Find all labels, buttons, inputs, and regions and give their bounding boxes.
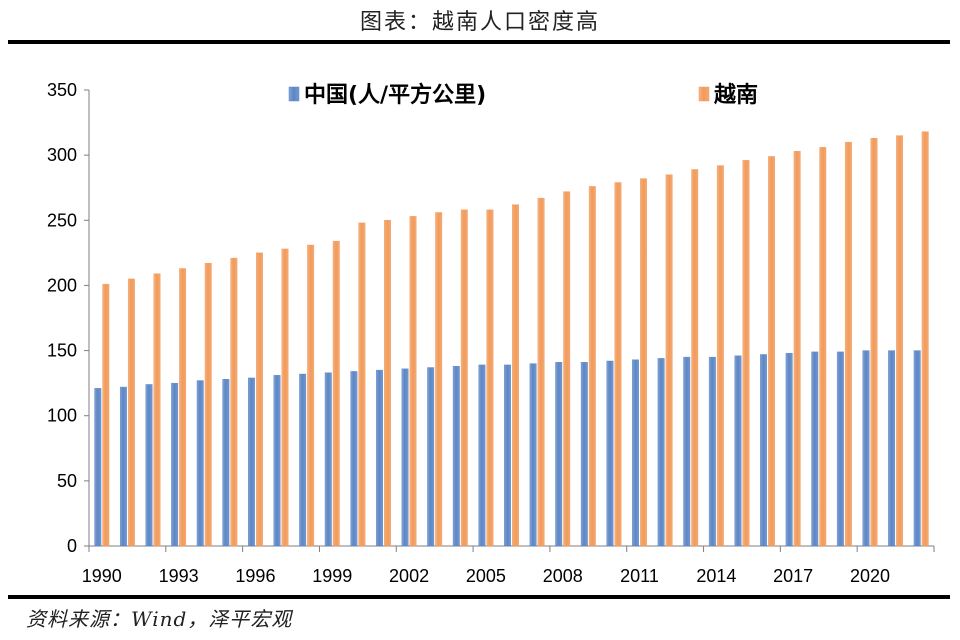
bar-china-2000 (350, 371, 358, 547)
y-tick-label: 150 (47, 341, 77, 361)
bar-china-1998 (299, 373, 307, 547)
bar-china-2001 (376, 369, 383, 547)
x-tick-label: 2011 (620, 566, 659, 586)
x-tick-label: 1993 (159, 566, 199, 586)
bar-vietnam-2020 (870, 138, 878, 547)
bar-vietnam-2017 (793, 151, 801, 547)
chart-legend: 中国(人/平方公里) 越南 (288, 82, 758, 108)
bar-vietnam-1990 (102, 283, 110, 547)
bar-vietnam-2021 (896, 135, 904, 547)
bar-china-2015 (734, 355, 742, 547)
bar-vietnam-2003 (435, 212, 443, 547)
x-tick-label: 1990 (82, 566, 122, 586)
bar-vietnam-1994 (204, 263, 212, 547)
bar-china-2020 (862, 350, 870, 547)
y-tick-label: 50 (57, 471, 77, 491)
bar-china-1996 (247, 377, 255, 547)
bar-vietnam-2012 (665, 174, 673, 547)
bar-china-1990 (94, 388, 102, 547)
chart-bars (94, 131, 929, 547)
bar-vietnam-1997 (281, 248, 289, 547)
bar-china-2017 (785, 352, 793, 547)
bar-vietnam-2005 (486, 209, 494, 547)
bar-vietnam-1993 (179, 268, 187, 547)
legend-swatch-vietnam (698, 86, 710, 102)
bar-vietnam-1995 (230, 257, 238, 547)
bar-china-1994 (196, 380, 204, 547)
bar-vietnam-2019 (844, 141, 852, 547)
bar-vietnam-1998 (307, 244, 315, 547)
bar-vietnam-2001 (384, 220, 391, 547)
bar-china-2009 (580, 362, 588, 547)
bar-vietnam-2010 (614, 182, 622, 547)
bar-vietnam-1992 (153, 273, 161, 547)
x-tick-label: 2002 (389, 566, 429, 586)
bar-vietnam-2015 (742, 160, 750, 547)
bar-china-1992 (145, 384, 153, 547)
x-tick-label: 2008 (543, 566, 583, 586)
x-tick-label: 2020 (850, 566, 890, 586)
page-title: 图表：越南人口密度高 (359, 10, 600, 35)
y-tick-label: 350 (47, 80, 77, 100)
y-tick-label: 0 (67, 536, 77, 556)
y-tick-label: 200 (47, 275, 77, 295)
x-tick-label: 2017 (773, 566, 813, 586)
bar-china-2019 (836, 351, 844, 547)
bar-china-1999 (324, 372, 332, 547)
bar-vietnam-2000 (358, 222, 366, 547)
bar-vietnam-2007 (537, 197, 545, 547)
source-note: 资料来源：Wind，泽平宏观 (26, 607, 293, 631)
x-tick-label: 1999 (312, 566, 352, 586)
bar-vietnam-2018 (819, 147, 827, 547)
bar-vietnam-2009 (588, 186, 596, 547)
y-tick-label: 300 (47, 145, 77, 165)
bar-china-2013 (683, 356, 691, 547)
bar-china-2006 (504, 364, 511, 547)
legend-label-china: 中国(人/平方公里) (304, 82, 486, 108)
bar-china-2018 (811, 351, 819, 547)
bar-vietnam-2013 (691, 169, 699, 547)
top-divider (8, 40, 950, 44)
bar-china-1997 (273, 375, 281, 547)
legend-label-vietnam: 越南 (713, 83, 758, 108)
bar-vietnam-2011 (640, 178, 647, 547)
y-tick-label: 100 (47, 406, 77, 426)
bar-china-1995 (222, 379, 230, 547)
bar-china-2010 (606, 360, 614, 547)
bar-china-2022 (913, 350, 921, 547)
bar-vietnam-2016 (768, 156, 776, 547)
bar-china-1993 (171, 382, 179, 547)
bar-vietnam-2002 (409, 216, 417, 547)
bar-china-2007 (529, 363, 537, 547)
bar-china-2012 (657, 358, 665, 547)
x-tick-label: 2014 (696, 566, 736, 586)
bar-china-2003 (427, 367, 435, 547)
x-tick-label: 1996 (235, 566, 275, 586)
y-tick-label: 250 (47, 210, 77, 230)
bar-vietnam-2008 (563, 191, 571, 547)
bar-vietnam-2006 (512, 204, 519, 547)
bar-vietnam-2014 (716, 165, 724, 547)
bar-vietnam-2022 (921, 131, 929, 547)
bar-china-2016 (760, 354, 768, 547)
x-tick-label: 2005 (466, 566, 506, 586)
bar-china-1991 (119, 386, 127, 547)
bar-china-2004 (452, 366, 460, 547)
bar-vietnam-1996 (255, 252, 263, 547)
bar-china-2011 (632, 359, 639, 547)
bottom-divider (8, 595, 950, 599)
bar-vietnam-2004 (460, 209, 468, 547)
bar-china-2008 (555, 362, 563, 547)
bar-china-2002 (401, 368, 409, 547)
legend-swatch-china (288, 86, 300, 102)
bar-china-2021 (888, 350, 896, 547)
chart-axes: 0 50 100 150 200 250 300 350 1990 1993 1996 1999 200… (47, 80, 935, 586)
bar-vietnam-1991 (127, 278, 135, 547)
bar-china-2005 (478, 364, 486, 547)
bar-vietnam-1999 (332, 240, 340, 547)
bar-china-2014 (708, 356, 716, 547)
